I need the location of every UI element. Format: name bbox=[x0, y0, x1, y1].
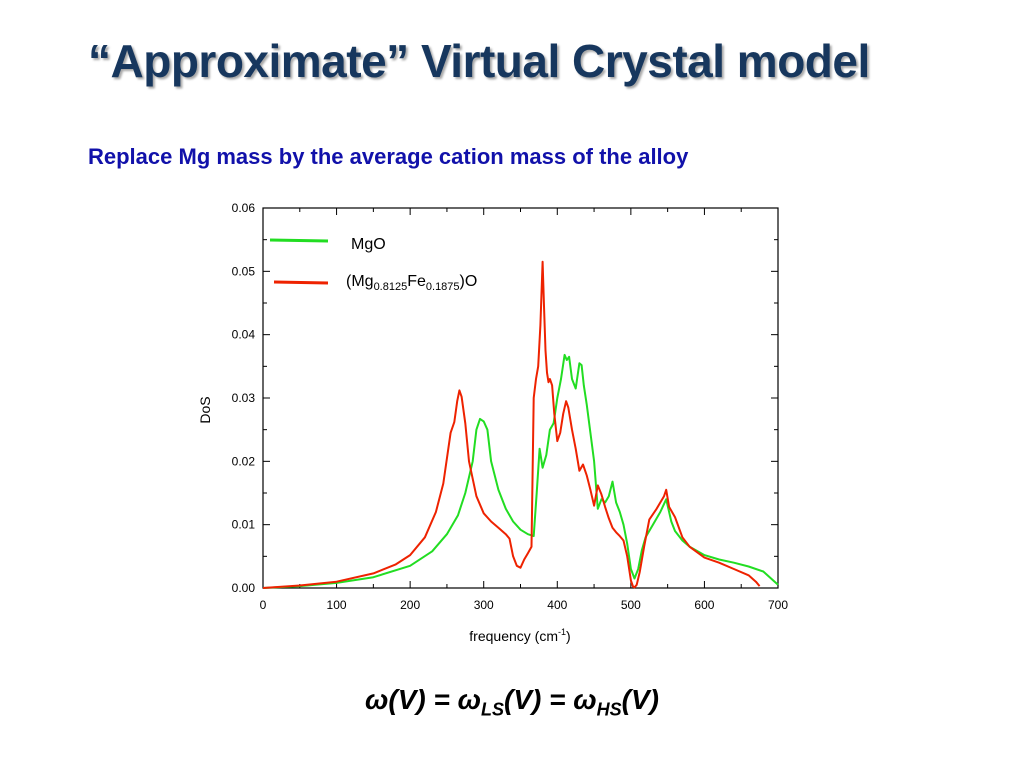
y-tick-label: 0.05 bbox=[232, 264, 256, 278]
series-line-mgo bbox=[262, 353, 779, 589]
x-tick-label: 100 bbox=[327, 598, 347, 612]
x-axis-title: frequency (cm-1) bbox=[469, 627, 570, 644]
legend-label-alloy: (Mg0.8125Fe0.1875)O bbox=[346, 273, 477, 293]
plot-frame bbox=[262, 207, 779, 589]
legend-swatch-alloy bbox=[273, 280, 329, 285]
y-tick-label: 0.01 bbox=[232, 518, 256, 532]
y-tick-label: 0.03 bbox=[232, 391, 256, 405]
x-tick-label: 400 bbox=[547, 598, 567, 612]
slide-title: “Approximate” Virtual Crystal model bbox=[88, 35, 870, 87]
y-axis-title: DoS bbox=[197, 396, 213, 423]
y-tick-label: 0.00 bbox=[232, 581, 256, 595]
x-tick-label: 0 bbox=[260, 598, 267, 612]
series-line-alloy bbox=[262, 260, 761, 589]
x-tick-label: 500 bbox=[621, 598, 641, 612]
chart-series bbox=[262, 260, 779, 589]
x-tick-label: 200 bbox=[400, 598, 420, 612]
x-tick-label: 700 bbox=[768, 598, 788, 612]
y-tick-label: 0.06 bbox=[232, 201, 256, 215]
chart-axes: 0 100 200 300 400 500 600 700 0.00 0.01 0.02 0.03 0.… bbox=[232, 201, 789, 612]
x-tick-label: 300 bbox=[474, 598, 494, 612]
y-tick-label: 0.04 bbox=[232, 328, 256, 342]
chart-legend: MgO (Mg0.8125Fe0.1875)O bbox=[269, 236, 477, 293]
x-tick-label: 600 bbox=[694, 598, 714, 612]
y-tick-label: 0.02 bbox=[232, 454, 256, 468]
slide-subtitle: Replace Mg mass by the average cation ma… bbox=[88, 144, 689, 169]
legend-swatch-mgo bbox=[269, 238, 329, 243]
legend-label-mgo: MgO bbox=[351, 236, 386, 253]
formula: ω(V) = ωLS(V) = ωHS(V) bbox=[365, 684, 659, 720]
